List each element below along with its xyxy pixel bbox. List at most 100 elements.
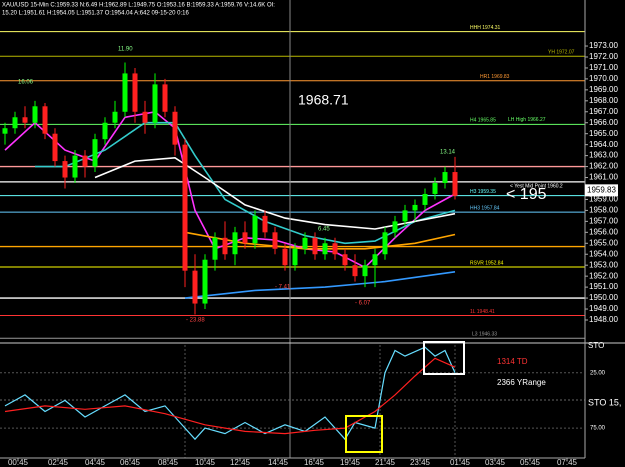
annotation: 16.06 [18,80,34,86]
x-tick-label: 07:45 [557,458,578,467]
candle-body [82,155,88,167]
y-tick-label: 1965.00 [589,129,618,138]
y-tick-label: 1949.00 [589,304,618,313]
candle-body [282,248,288,266]
candle-body [362,265,368,277]
candle-body [2,128,8,134]
x-tick-label: 01:45 [450,458,471,467]
candle-body [432,183,438,194]
candle-body [212,237,218,260]
candle-body [122,73,128,112]
y-tick-label: 75.00 [590,426,606,432]
level-label: RSVR 1952.84 [470,260,504,266]
candle-body [62,161,68,178]
x-tick-label: 21:45 [375,458,396,467]
candle-body [222,237,228,255]
candle-body [392,221,398,233]
highlight-box [423,341,465,375]
candle-body [272,232,278,249]
y-tick-label: 1964.00 [589,140,618,149]
stochastic: 25.00 75.00 [0,346,606,441]
td-label: 1314 TD [497,357,528,366]
level-label: HHH 1974.31 [470,25,501,31]
candle-body [92,139,98,167]
y-tick-label: 1962.00 [589,162,618,171]
candle-body [52,133,58,162]
y-tick-label: 1953.00 [589,260,618,269]
candle-body [152,84,158,123]
candle-body [232,232,238,255]
candle-body [112,111,118,123]
candle-body [322,243,328,255]
candle-body [452,172,458,196]
sto-title: STO 15, [588,397,621,407]
annotation: 13.14 [440,150,456,156]
candle-body [102,122,108,140]
candle-body [42,106,48,134]
y-tick-label: 1955.00 [589,238,618,247]
candle-body [422,193,428,205]
candle-body [302,237,308,249]
header-line: XAU/USD 15-Min C:1959.33 N:6.49 H:1962.8… [2,3,275,9]
candle-body [332,243,338,255]
level-label: YH 1972.07 [548,50,575,56]
price-note: < Yest Mid Point 1960.2 [510,184,563,190]
crosshair-price: 1968.71 [298,92,349,108]
candle-body [342,254,348,266]
level-label: H4 1965.85 [470,118,496,124]
line-series [4,346,456,441]
x-tick-label: 14:45 [268,458,289,467]
y-tick-label: 1961.00 [589,173,618,182]
candle-body [372,254,378,266]
annotation: 11.90 [118,47,133,53]
candle-body [192,270,198,304]
annotation: - 23.88 [186,318,205,324]
y-tick-label: 1959.00 [589,195,618,204]
y-tick-label: 1958.00 [589,206,618,215]
y-tick-label: 1948.00 [589,315,618,324]
y-tick-label: 1951.00 [589,282,618,291]
level-label: H3 1959.35 [470,189,496,195]
y-tick-label: 1970.00 [589,74,618,83]
levels: HHH 1974.31 YH 1972.07 HR1 1969.83 H4 1965.… [0,25,585,339]
last-price-label: 1959.83 [587,185,616,194]
level-label: 1L 1948.41 [470,309,495,315]
line-series [184,271,456,299]
annotation: - 7.41 [275,285,291,291]
candle-body [142,111,148,123]
x-tick-label: 05:45 [520,458,541,467]
candle-body [312,237,318,255]
y-tick-label: 1956.00 [589,227,618,236]
candle-body [182,144,188,271]
annotation: 6.45 [318,227,330,233]
y-tick-label: 1963.00 [589,151,618,160]
candle-body [252,215,258,244]
y-tick-label: 1967.00 [589,107,618,116]
x-tick-label: 04:45 [85,458,106,467]
x-tick-label: 02:45 [48,458,69,467]
candle-body [412,204,418,211]
price-pointer: < 195 [506,186,547,203]
x-tick-label: 16:45 [304,458,325,467]
y-tick-label: 25.00 [590,370,606,376]
candle-body [202,259,208,304]
candle-body [382,232,388,255]
y-tick-label: 1973.00 [589,41,618,50]
candle-body [22,117,28,123]
annotation: - 6.07 [355,301,371,307]
x-tick-label: 08:45 [158,458,179,467]
candle-body [32,106,38,123]
x-tick-label: 00:45 [8,458,29,467]
range-label: 2366 YRange [497,378,546,387]
y-tick-label: 1968.00 [589,96,618,105]
y-tick-label: 1954.00 [589,249,618,258]
candle-body [72,155,78,178]
y-tick-label: 1950.00 [589,293,618,302]
x-tick-label: 10:45 [195,458,216,467]
y-tick-label: 1957.00 [589,216,618,225]
candle-body [172,111,178,145]
candles [2,62,458,315]
